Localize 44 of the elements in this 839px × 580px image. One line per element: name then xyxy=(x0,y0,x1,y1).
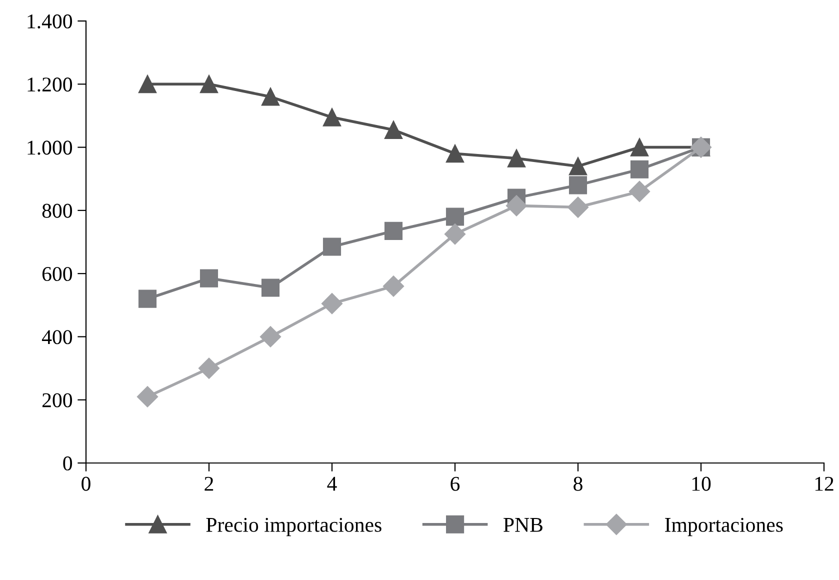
x-tick-label: 10 xyxy=(692,476,711,491)
point xyxy=(322,238,342,256)
y-tick-label: 600 xyxy=(42,266,72,282)
x-tick-label: 4 xyxy=(327,476,337,491)
point xyxy=(321,293,343,314)
point xyxy=(382,276,404,297)
x-tick-label: 6 xyxy=(450,476,460,491)
point xyxy=(261,278,280,297)
point xyxy=(200,269,218,288)
x-tick-label: 2 xyxy=(204,476,214,491)
y-tick-label: 200 xyxy=(42,393,72,408)
x-tick-label: 0 xyxy=(82,476,90,491)
point xyxy=(446,208,464,226)
y-tick-label: 1.200 xyxy=(28,78,72,92)
y-tick-label: 0 xyxy=(63,456,72,470)
point xyxy=(630,138,649,156)
point xyxy=(261,88,280,106)
point xyxy=(138,290,157,308)
y-tick-label: 1.000 xyxy=(28,140,72,155)
point xyxy=(138,75,157,94)
point xyxy=(384,222,403,240)
y-tick-label: 1.400 xyxy=(28,14,72,29)
point xyxy=(506,195,528,216)
point xyxy=(384,120,403,139)
point xyxy=(198,358,220,379)
point xyxy=(567,196,589,218)
point xyxy=(628,180,650,202)
point xyxy=(260,326,282,348)
point xyxy=(507,149,526,168)
legend-label: PNB xyxy=(504,518,542,532)
legend-label: Precio importaciones xyxy=(206,518,382,536)
point xyxy=(446,144,464,163)
x-tick-label: 8 xyxy=(574,476,582,491)
point xyxy=(568,157,588,176)
point xyxy=(444,224,466,245)
point xyxy=(200,75,218,94)
legend-label: Importaciones xyxy=(665,518,783,536)
point xyxy=(322,108,342,126)
point xyxy=(568,176,588,194)
point xyxy=(630,160,649,178)
point xyxy=(136,386,158,408)
y-tick-label: 400 xyxy=(42,330,72,344)
y-tick-label: 800 xyxy=(42,204,72,218)
x-tick-label: 12 xyxy=(815,476,834,491)
